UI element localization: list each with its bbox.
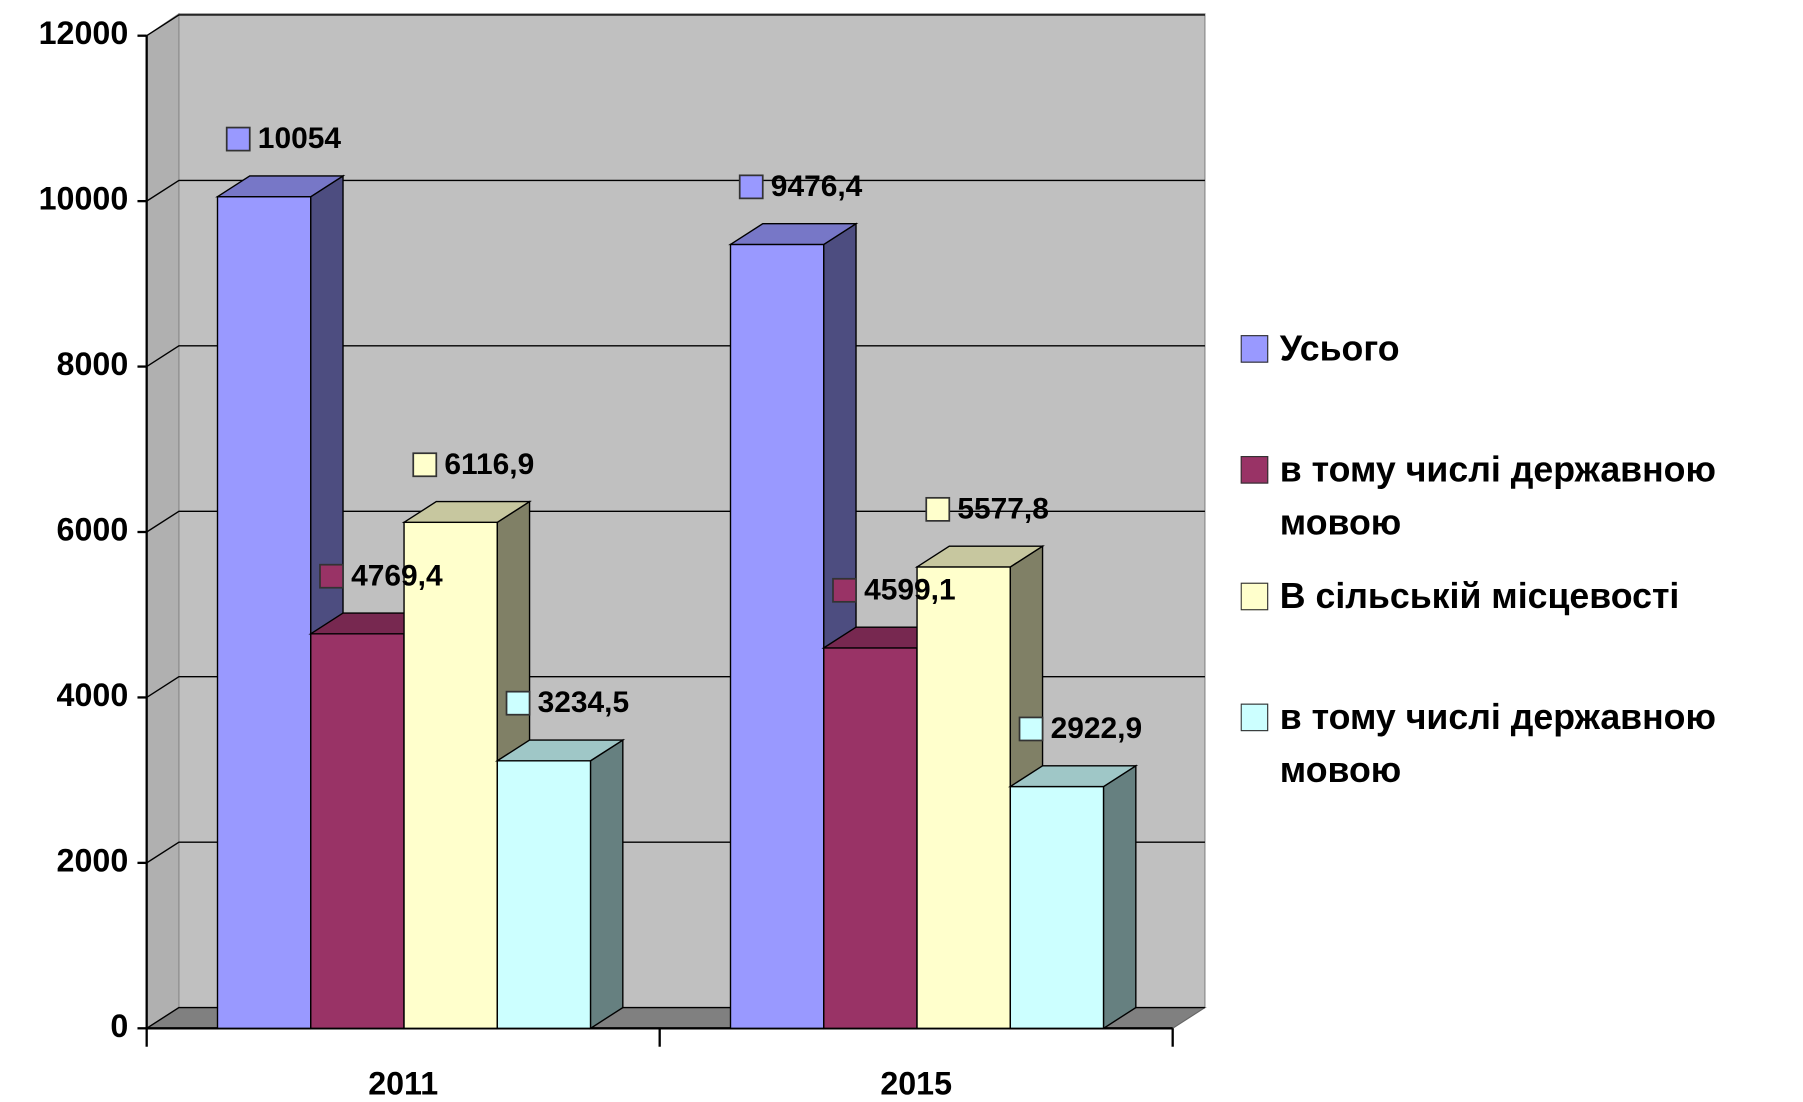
value-label: 4769,4 (351, 559, 443, 592)
label-marker (1018, 716, 1044, 742)
y-tick-label: 0 (110, 1008, 128, 1044)
grid-line (146, 345, 1205, 368)
label-marker (319, 563, 344, 589)
bar-side (589, 738, 624, 1030)
label-marker (412, 452, 438, 478)
legend-item: в тому числі державною мовою (1240, 691, 1803, 797)
grid-line (146, 179, 1205, 202)
bar-front (310, 633, 405, 1029)
legend-label: В сільській місцевості (1279, 575, 1680, 617)
label-marker (738, 174, 764, 200)
label-marker (832, 577, 857, 603)
bar-top (914, 545, 1045, 568)
value-label: 10054 (258, 122, 342, 155)
legend-label: в тому числі державною мовою (1279, 449, 1716, 543)
legend-item: в тому числі державною мовою (1240, 443, 1803, 549)
label-marker (505, 690, 531, 716)
bar (494, 738, 626, 1030)
legend-item: В сільській місцевості (1240, 570, 1803, 623)
bar-top (1007, 765, 1139, 788)
legend-label: Усього (1279, 328, 1400, 369)
grid-line (146, 14, 1205, 37)
y-tick-label: 6000 (57, 512, 129, 548)
y-tick-label: 2000 (57, 842, 129, 878)
bar-top (728, 223, 859, 246)
y-tick-label: 12000 (39, 15, 129, 51)
y-tick-label: 8000 (57, 346, 129, 382)
y-tick-label: 4000 (57, 677, 129, 713)
bar-side (1102, 764, 1137, 1030)
legend-swatch (1240, 703, 1269, 732)
legend-item: Усього (1240, 322, 1803, 375)
label-marker (225, 126, 251, 152)
value-label: 9476,4 (771, 170, 863, 203)
value-label: 6116,9 (444, 448, 534, 481)
x-tick-label: 2015 (880, 1065, 952, 1101)
bar-front (916, 566, 1012, 1029)
value-label: 3234,5 (538, 686, 630, 719)
bar-front (216, 195, 312, 1029)
legend-swatch (1240, 456, 1269, 484)
bar-front (823, 647, 918, 1029)
label-marker (925, 496, 951, 522)
grid-line (146, 510, 1205, 533)
value-label: 2922,9 (1051, 712, 1143, 745)
bar-top (215, 175, 346, 198)
legend: Усього в тому числі державною мовою В сіль… (1240, 322, 1803, 797)
bar-front (496, 760, 592, 1029)
bar-top (401, 500, 532, 524)
y-tick-label: 10000 (39, 181, 129, 217)
legend-label: в тому числі державною мовою (1279, 696, 1716, 790)
value-label: 5577,8 (957, 492, 1049, 525)
legend-swatch (1240, 335, 1269, 363)
value-label: 4599,1 (864, 573, 956, 606)
x-tick-label: 2011 (368, 1065, 438, 1101)
bar-front (1009, 785, 1105, 1029)
bar-top (494, 739, 626, 762)
legend-swatch (1240, 582, 1269, 611)
bar-front (729, 243, 825, 1029)
bar (1007, 764, 1139, 1030)
bar-front (403, 521, 499, 1029)
